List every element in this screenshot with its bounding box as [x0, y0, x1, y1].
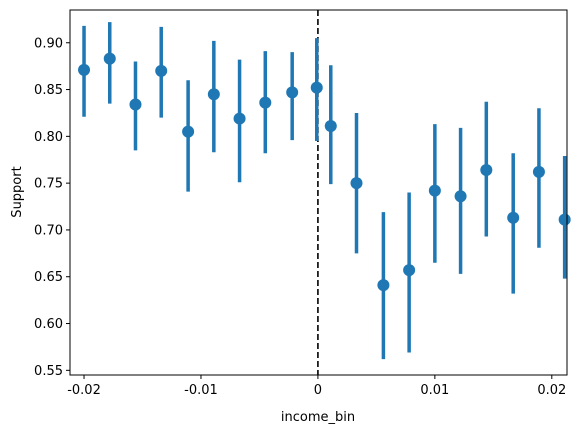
x-tick-label: -0.01: [184, 383, 218, 398]
data-point: [207, 88, 220, 101]
data-point: [78, 63, 91, 76]
data-point: [129, 98, 142, 111]
data-point: [286, 86, 299, 99]
data-point: [259, 96, 272, 109]
data-point: [155, 64, 168, 77]
x-axis-label: income_bin: [281, 410, 355, 425]
y-axis: 0.55 0.60 0.65 0.70 0.75 0.80 0.85 0.90: [34, 36, 70, 379]
data-point: [233, 112, 246, 125]
data-point: [454, 190, 467, 203]
y-tick-label: 0.90: [34, 36, 63, 51]
data-point: [558, 213, 571, 226]
y-tick-label: 0.55: [34, 364, 63, 379]
data-point: [324, 120, 337, 133]
data-point: [103, 52, 116, 65]
plot-frame: [69, 9, 568, 376]
data-point: [310, 81, 323, 94]
chart-marks: [78, 10, 571, 375]
y-tick-label: 0.70: [34, 223, 63, 238]
x-tick-label: -0.02: [67, 383, 101, 398]
y-tick-label: 0.80: [34, 130, 63, 145]
x-tick-label: 0: [314, 383, 322, 398]
data-point: [532, 165, 545, 178]
x-tick-label: 0.02: [537, 383, 566, 398]
y-tick-label: 0.60: [34, 317, 63, 332]
data-point: [403, 264, 416, 277]
data-point: [377, 279, 390, 292]
y-axis-label: Support: [10, 166, 25, 217]
data-point: [480, 164, 493, 177]
y-tick-label: 0.85: [34, 83, 63, 98]
x-axis: -0.02 -0.01 0 0.01 0.02: [67, 375, 566, 398]
data-point: [182, 125, 195, 138]
x-tick-label: 0.01: [420, 383, 449, 398]
y-tick-label: 0.75: [34, 177, 63, 192]
data-point: [507, 211, 520, 224]
data-point: [428, 184, 441, 197]
data-point: [350, 177, 363, 190]
y-tick-label: 0.65: [34, 270, 63, 285]
